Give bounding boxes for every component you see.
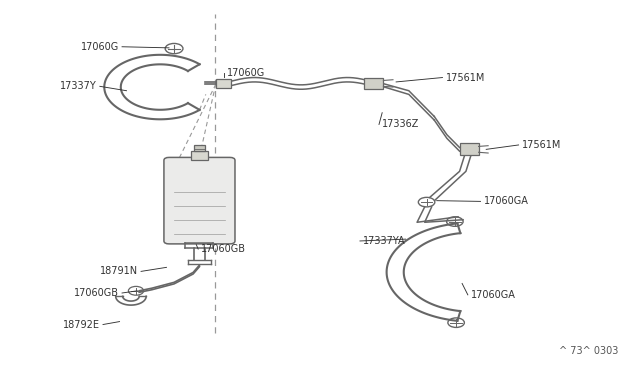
FancyBboxPatch shape — [164, 157, 235, 244]
Text: 17337YA: 17337YA — [363, 236, 406, 246]
Text: 17060G: 17060G — [81, 42, 119, 52]
Text: 17561M: 17561M — [445, 73, 485, 83]
Text: 17060GA: 17060GA — [471, 290, 516, 300]
Text: 17561M: 17561M — [522, 140, 561, 150]
Text: 17060G: 17060G — [227, 68, 265, 78]
Bar — [194, 145, 205, 151]
Bar — [191, 151, 208, 160]
Bar — [460, 144, 479, 155]
Text: 17060GA: 17060GA — [484, 196, 529, 206]
Text: 17060GB: 17060GB — [74, 288, 119, 298]
Text: 18791N: 18791N — [100, 266, 138, 276]
Text: 18792E: 18792E — [63, 320, 100, 330]
Text: 17060GB: 17060GB — [202, 244, 246, 254]
Text: 17337Y: 17337Y — [60, 81, 97, 92]
Text: 17336Z: 17336Z — [382, 119, 420, 129]
Bar — [216, 78, 231, 88]
Text: ^ 73^ 0303: ^ 73^ 0303 — [559, 346, 618, 356]
Bar — [364, 77, 383, 89]
